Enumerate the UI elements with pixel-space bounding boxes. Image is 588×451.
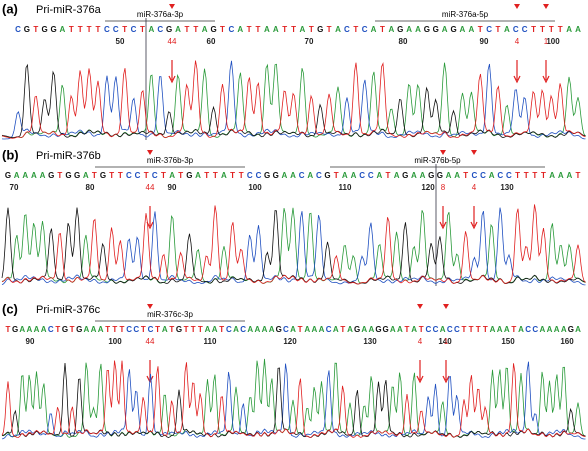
position-number: 110 — [339, 183, 352, 192]
arrow-head — [416, 375, 424, 384]
arm-label: miR-376b-5p — [414, 156, 461, 165]
arm-label: miR-376b-3p — [147, 156, 194, 165]
panel-name: Pri-miR-376a — [36, 4, 102, 16]
arrow-head-top — [417, 304, 423, 309]
position-number: 90 — [26, 337, 35, 346]
arrow-head — [168, 75, 176, 84]
arrow-head — [513, 75, 521, 84]
arrow-head — [470, 221, 478, 230]
edit-site: 44 — [146, 337, 155, 346]
arm-label: miR-376a-3p — [137, 10, 184, 19]
position-number: 130 — [363, 337, 377, 346]
arrow-head-top — [471, 150, 477, 155]
panel-label: (a) — [2, 1, 18, 16]
sequence: T GAAAAC T G T GAAA T T T CC T C T A T G T T T AA T CACAAAAGC… — [6, 325, 582, 334]
arrow-head-top — [147, 150, 153, 155]
arm-label: miR-376a-5p — [442, 10, 489, 19]
position-number: 140 — [438, 337, 452, 346]
position-number: 80 — [86, 183, 95, 192]
arrow-head — [439, 221, 447, 230]
trace — [1, 60, 586, 139]
panel-name: Pri-miR-376b — [36, 150, 101, 162]
panel-label: (c) — [2, 301, 18, 316]
position-number: 70 — [305, 37, 314, 46]
edit-site: 8 — [441, 183, 446, 192]
panel-name: Pri-miR-376c — [36, 304, 101, 316]
arm-label: miR-376c-3p — [147, 310, 193, 319]
edit-site: 44 — [168, 37, 177, 46]
arrow-head — [442, 375, 450, 384]
arrow-head-top — [147, 304, 153, 309]
arrow-head-top — [543, 4, 549, 9]
arrow-head-top — [440, 150, 446, 155]
arrow-head — [146, 221, 154, 230]
edit-site: 1 — [444, 337, 449, 346]
position-number: 100 — [108, 337, 122, 346]
trace — [1, 207, 586, 284]
trace — [1, 362, 586, 439]
trace — [1, 358, 586, 438]
position-number: 130 — [500, 183, 514, 192]
position-number: 90 — [480, 37, 489, 46]
trace — [1, 361, 586, 440]
position-number: 90 — [168, 183, 177, 192]
arrow-head — [542, 75, 550, 84]
position-number: 150 — [501, 337, 515, 346]
panel-label: (b) — [2, 147, 19, 162]
trace — [1, 60, 586, 140]
trace — [1, 360, 586, 438]
position-number: 50 — [116, 37, 125, 46]
position-number: 60 — [207, 37, 216, 46]
position-number: 120 — [421, 183, 435, 192]
position-number: 100 — [248, 183, 262, 192]
position-number: 160 — [560, 337, 574, 346]
trace — [1, 63, 586, 139]
edit-site: 4 — [418, 337, 423, 346]
arrow-head-top — [514, 4, 520, 9]
edit-site: 4 — [472, 183, 477, 192]
edit-site: 44 — [146, 183, 155, 192]
position-number: 80 — [399, 37, 408, 46]
arrow-head-top — [169, 4, 175, 9]
edit-site: 4 — [515, 37, 520, 46]
position-number: 110 — [204, 337, 217, 346]
edit-site: 1 — [544, 37, 549, 46]
position-number: 120 — [283, 337, 297, 346]
trace — [1, 204, 586, 285]
position-number: 70 — [10, 183, 19, 192]
arrow-head-top — [443, 304, 449, 309]
trace — [1, 207, 586, 286]
position-number: 100 — [546, 37, 560, 46]
